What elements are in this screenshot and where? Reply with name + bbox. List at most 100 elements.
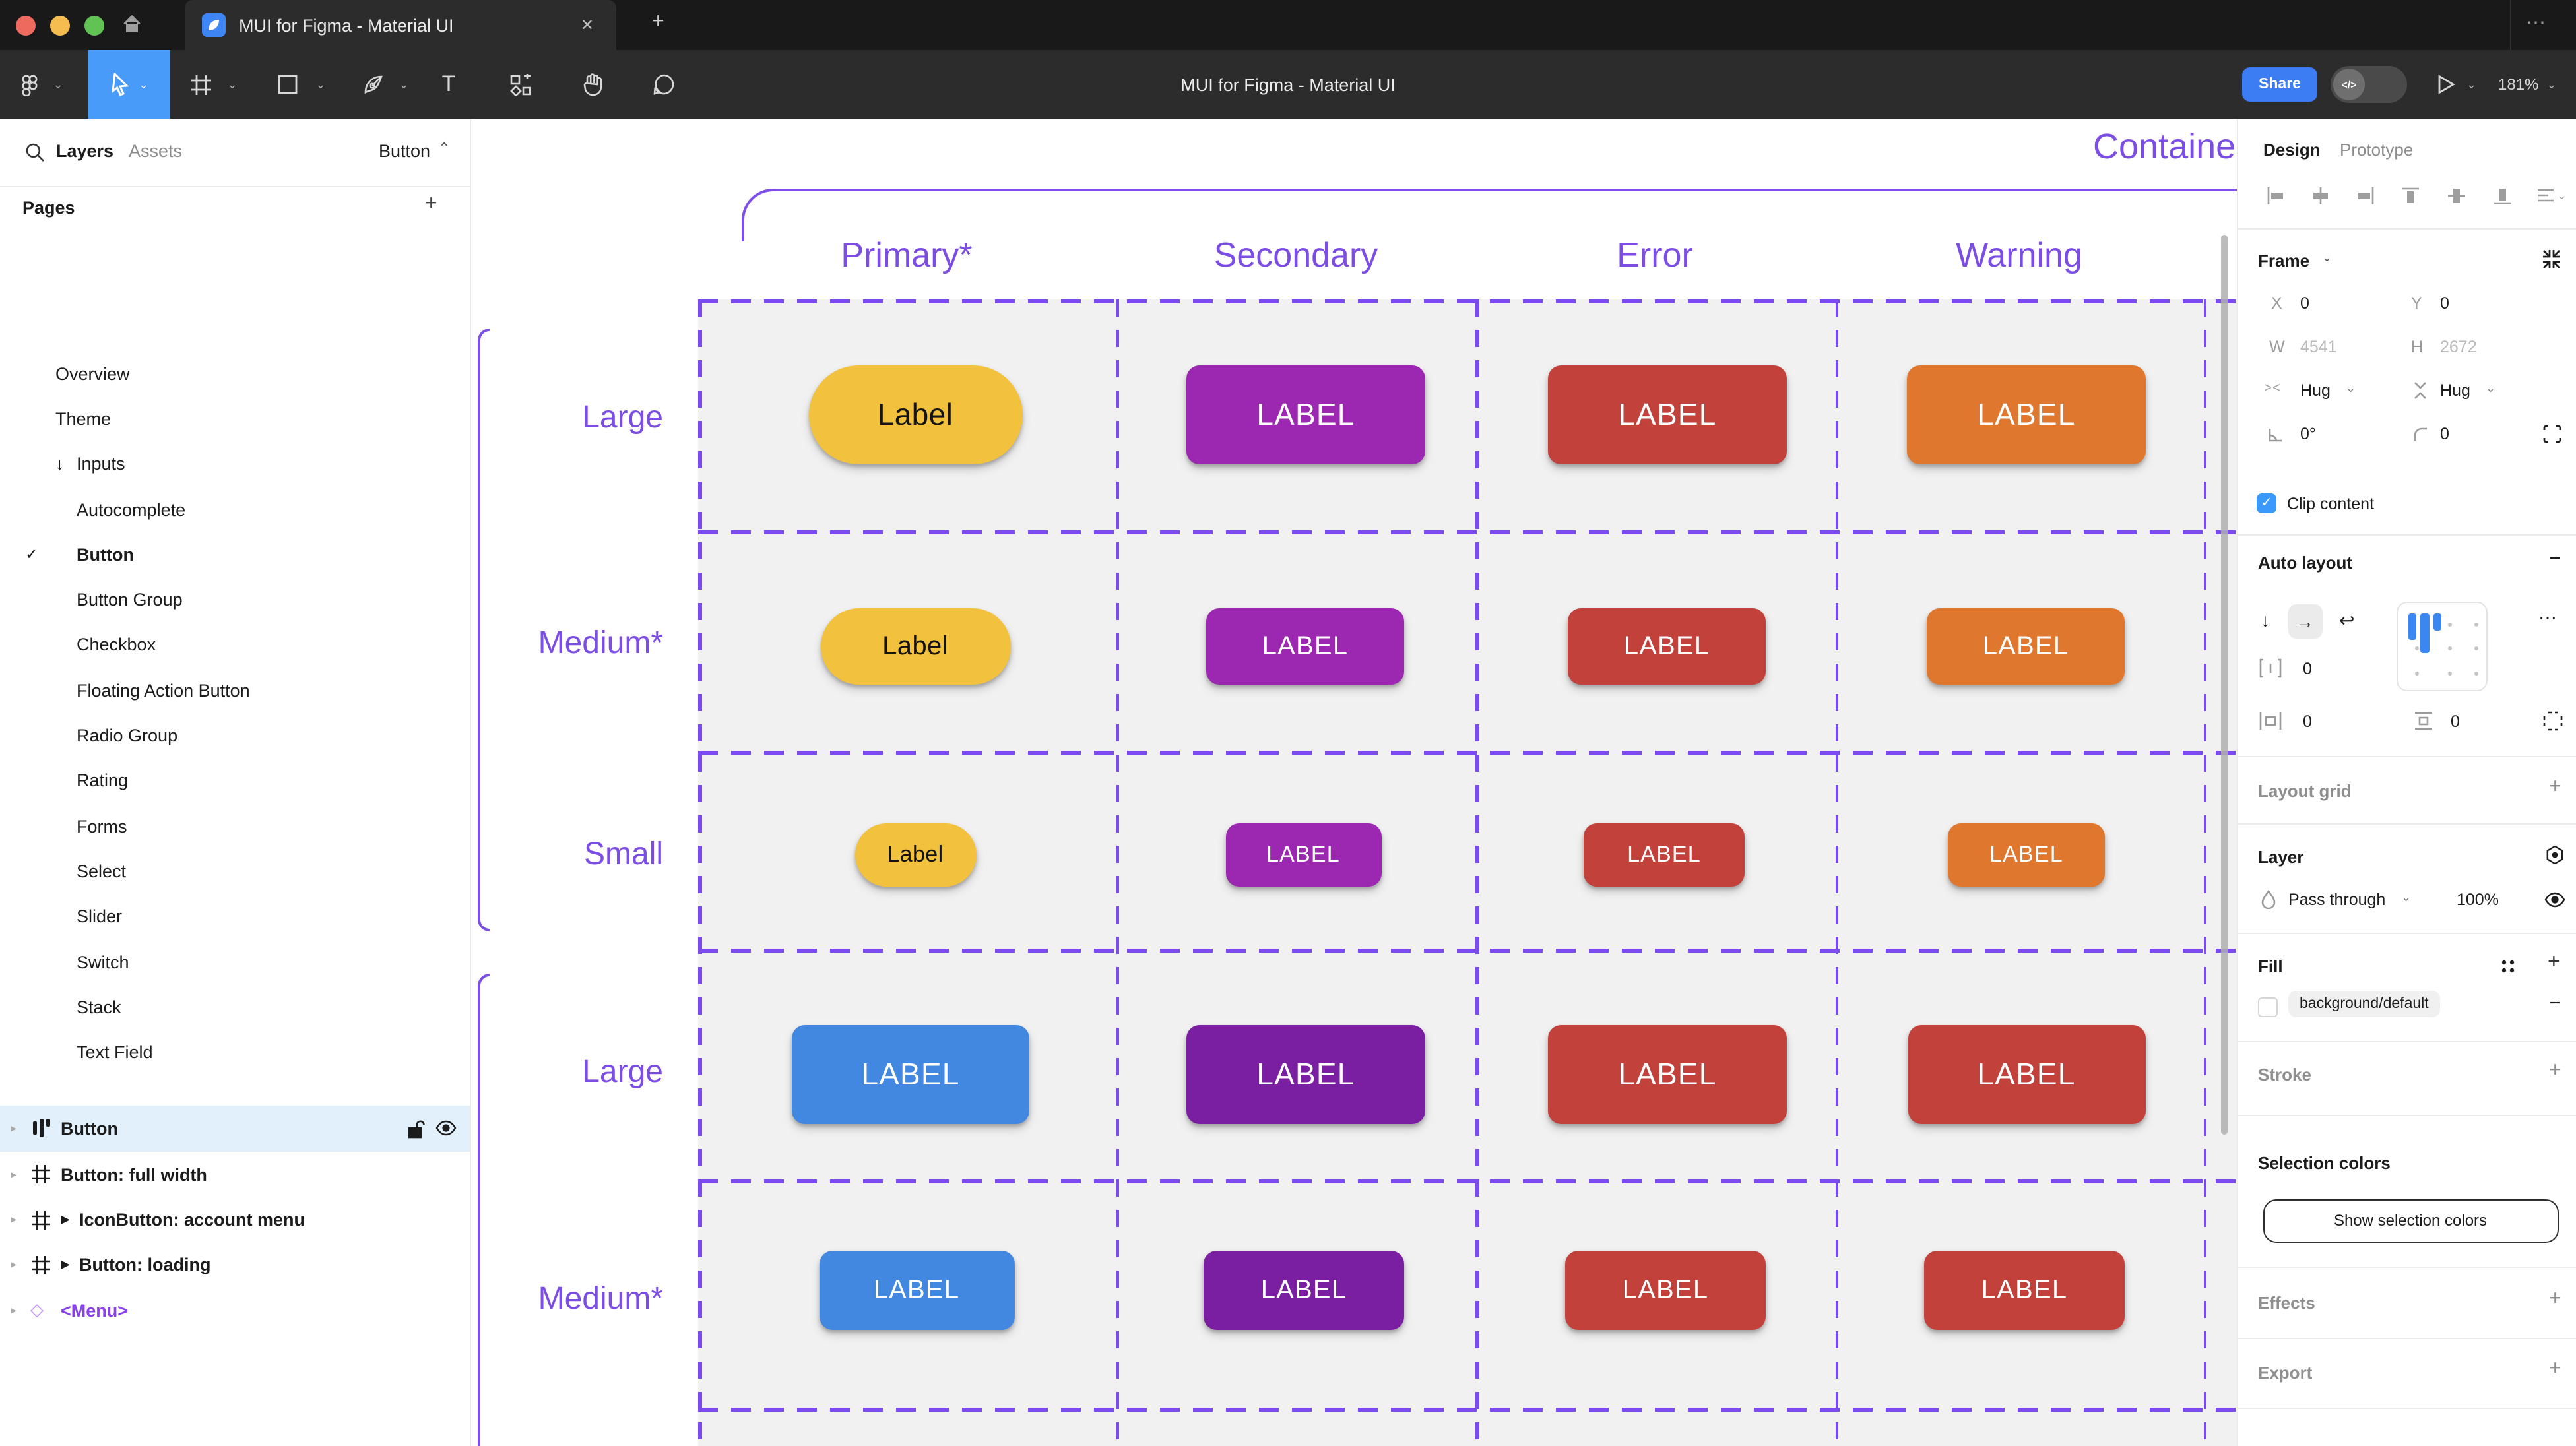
page-item-forms[interactable]: Forms	[77, 816, 127, 836]
tab-assets[interactable]: Assets	[129, 141, 183, 161]
padding-vertical-value[interactable]: 0	[2451, 712, 2460, 731]
close-tab-icon[interactable]: ✕	[581, 16, 595, 34]
add-layout-grid-button[interactable]: +	[2549, 776, 2561, 798]
expand-chevron-icon[interactable]: ▸	[11, 1167, 17, 1181]
frame-tool-chevron-icon[interactable]: ⌄	[227, 77, 238, 90]
share-button[interactable]: Share	[2242, 67, 2317, 102]
page-item-select[interactable]: Select	[77, 861, 127, 881]
auto-layout-vertical-icon[interactable]: ↓	[2261, 610, 2270, 631]
present-chevron-icon[interactable]: ⌄	[2466, 77, 2477, 90]
individual-padding-icon[interactable]	[2542, 711, 2562, 731]
blend-mode-value[interactable]: Pass through	[2288, 891, 2386, 909]
button-large-error[interactable]: LABEL	[1548, 365, 1787, 464]
align-bottom-icon[interactable]	[2492, 186, 2512, 206]
button-medium2-error[interactable]: LABEL	[1565, 1251, 1766, 1330]
zoom-window-button[interactable]	[84, 15, 104, 35]
present-play-icon[interactable]	[2436, 74, 2456, 95]
clip-content-checkbox[interactable]: ✓	[2257, 493, 2276, 513]
layer-row-menu-component[interactable]: ▸ ◇ <Menu>	[0, 1288, 469, 1333]
align-h-center-icon[interactable]	[2310, 186, 2330, 206]
remove-fill-button[interactable]: −	[2549, 992, 2561, 1015]
frame-tool-icon[interactable]	[187, 50, 214, 119]
visibility-eye-icon[interactable]	[435, 1121, 457, 1137]
add-stroke-button[interactable]: +	[2549, 1059, 2561, 1082]
button-medium-error[interactable]: LABEL	[1568, 608, 1766, 685]
fill-style-chip[interactable]: background/default	[2288, 991, 2441, 1017]
shape-tool-icon[interactable]	[274, 50, 301, 119]
add-effect-button[interactable]: +	[2549, 1288, 2561, 1310]
layer-row-button-loading[interactable]: ▸ ▶ Button: loading	[0, 1242, 469, 1288]
button-medium-warning[interactable]: LABEL	[1927, 608, 2125, 685]
page-item-theme[interactable]: Theme	[55, 408, 112, 429]
component-filter-chevron-icon[interactable]: ⌃	[438, 141, 451, 157]
unlock-icon[interactable]	[406, 1119, 425, 1139]
button-large2-secondary[interactable]: LABEL	[1186, 1025, 1425, 1124]
close-window-button[interactable]	[15, 15, 35, 35]
button-large-primary[interactable]: Label	[808, 365, 1022, 464]
pen-tool-icon[interactable]	[359, 50, 388, 119]
page-item-checkbox[interactable]: Checkbox	[77, 635, 156, 655]
home-icon[interactable]	[121, 13, 143, 34]
new-tab-button[interactable]: +	[652, 11, 664, 33]
hug-horizontal-value[interactable]: Hug	[2300, 381, 2331, 400]
dev-mode-toggle[interactable]: </>	[2331, 66, 2407, 103]
auto-layout-horizontal-selected[interactable]: →	[2288, 604, 2322, 639]
page-item-autocomplete[interactable]: Autocomplete	[77, 499, 186, 520]
pen-tool-chevron-icon[interactable]: ⌄	[399, 77, 409, 90]
page-item-fab[interactable]: Floating Action Button	[77, 680, 250, 701]
move-tool-selected[interactable]: ⌄	[88, 50, 170, 119]
hand-tool-icon[interactable]	[578, 50, 607, 119]
window-more-icon[interactable]: ⋯	[2526, 12, 2548, 34]
align-v-center-icon[interactable]	[2446, 186, 2466, 206]
padding-horizontal-value[interactable]: 0	[2303, 712, 2312, 731]
expand-chevron-icon[interactable]: ▸	[11, 1303, 17, 1317]
shape-tool-chevron-icon[interactable]: ⌄	[315, 77, 326, 90]
minimize-window-button[interactable]	[49, 15, 69, 35]
remove-auto-layout-button[interactable]: −	[2549, 548, 2561, 570]
page-item-slider[interactable]: Slider	[77, 906, 123, 927]
button-medium2-primary[interactable]: LABEL	[819, 1251, 1014, 1330]
button-medium-primary[interactable]: Label	[820, 608, 1010, 685]
page-item-inputs[interactable]: ↓ Inputs	[55, 454, 125, 474]
page-item-button[interactable]: ✓ Button	[25, 544, 134, 565]
page-item-switch[interactable]: Switch	[77, 952, 129, 972]
align-right-icon[interactable]	[2355, 186, 2375, 206]
w-value[interactable]: 4541	[2300, 338, 2337, 356]
page-item-button-group[interactable]: Button Group	[77, 590, 183, 610]
file-tab[interactable]: MUI for Figma - Material UI ✕	[185, 0, 616, 50]
expand-chevron-icon[interactable]: ▸	[11, 1257, 17, 1271]
vertical-scrollbar[interactable]	[2221, 235, 2228, 1135]
layer-row-button-full-width[interactable]: ▸ Button: full width	[0, 1152, 469, 1197]
button-small-error[interactable]: LABEL	[1584, 823, 1745, 887]
x-value[interactable]: 0	[2300, 294, 2309, 313]
component-filter-label[interactable]: Button	[379, 141, 431, 161]
design-canvas[interactable]: Contained Primary* Secondary Error Warni…	[470, 119, 2236, 1446]
button-large2-error[interactable]: LABEL	[1548, 1025, 1787, 1124]
align-left-icon[interactable]	[2265, 186, 2285, 206]
blend-mode-icon[interactable]	[2544, 844, 2565, 865]
y-value[interactable]: 0	[2440, 294, 2449, 313]
item-spacing-value[interactable]: 0	[2303, 660, 2312, 678]
add-fill-button[interactable]: +	[2548, 951, 2560, 974]
menu-chevron-icon[interactable]: ⌄	[53, 77, 63, 90]
tab-layers[interactable]: Layers	[56, 141, 114, 161]
auto-layout-alignment-widget[interactable]	[2397, 602, 2488, 691]
button-medium2-secondary[interactable]: LABEL	[1204, 1251, 1404, 1330]
page-item-radio-group[interactable]: Radio Group	[77, 726, 178, 746]
independent-corners-icon[interactable]	[2542, 425, 2561, 443]
auto-layout-more-icon[interactable]: ⋯	[2538, 607, 2558, 628]
main-menu-icon[interactable]	[13, 50, 45, 119]
button-small-secondary[interactable]: LABEL	[1225, 823, 1381, 887]
layer-row-iconbutton-account-menu[interactable]: ▸ ▶ IconButton: account menu	[0, 1197, 469, 1243]
button-large-warning[interactable]: LABEL	[1907, 365, 2146, 464]
show-selection-colors-button[interactable]: Show selection colors	[2263, 1199, 2558, 1242]
frame-title[interactable]: Contained	[2093, 127, 2236, 166]
search-icon[interactable]	[25, 142, 45, 162]
corner-radius-value[interactable]: 0	[2440, 425, 2449, 443]
page-item-text-field[interactable]: Text Field	[77, 1042, 153, 1063]
collapse-icon[interactable]	[2541, 249, 2561, 269]
layer-row-button-selected[interactable]: ▸ Button	[0, 1106, 469, 1151]
zoom-menu[interactable]: 181% ⌄	[2498, 50, 2557, 119]
opacity-value[interactable]: 100%	[2457, 891, 2499, 909]
page-item-overview[interactable]: Overview	[55, 363, 130, 384]
